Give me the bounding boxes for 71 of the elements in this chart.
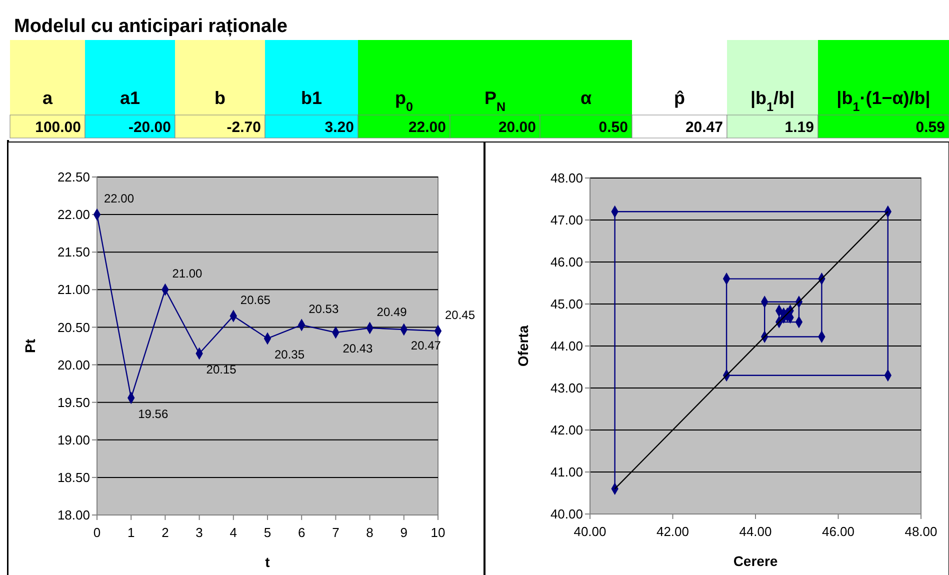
- y-tick-label: 42.00: [550, 422, 583, 438]
- category-label: a: [42, 88, 54, 108]
- y-tick-label: 20.00: [57, 357, 90, 372]
- x-tick-label: 46.00: [822, 524, 855, 539]
- category-label: p̂: [674, 88, 685, 108]
- text: 3.20: [324, 119, 354, 136]
- y-tick-label: 44.00: [550, 338, 583, 354]
- x-tick-label: 7: [332, 525, 340, 540]
- x-tick-label: 6: [298, 525, 306, 540]
- y-tick-label: 18.50: [57, 470, 90, 485]
- data-label: 20.65: [240, 292, 271, 307]
- y-tick-label: 45.00: [550, 296, 583, 312]
- text: 0.59: [916, 119, 945, 136]
- y-tick-label: 40.00: [550, 506, 583, 522]
- data-label: 20.49: [376, 304, 408, 319]
- x-tick-label: 48.00: [904, 524, 938, 539]
- text: 100.00: [35, 119, 81, 136]
- text: 20.00: [498, 119, 536, 136]
- y-tick-label: 21.50: [57, 244, 90, 260]
- y-tick-label: 41.00: [550, 464, 583, 480]
- x-tick-label: 5: [264, 525, 272, 540]
- category-label: b: [214, 88, 226, 108]
- data-label: 21.00: [172, 266, 203, 281]
- y-tick-label: 18.00: [57, 508, 90, 523]
- x-tick-label: 0: [93, 525, 101, 540]
- x-tick-label: 40.00: [574, 524, 606, 539]
- y-axis-title: Pt: [22, 338, 38, 353]
- x-tick-label: 2: [162, 525, 169, 540]
- x-tick-label: 1: [127, 525, 135, 540]
- data-label: 20.43: [342, 341, 374, 356]
- text: Modelul cu anticipari raționale: [14, 16, 288, 37]
- y-tick-label: 20.50: [57, 320, 90, 335]
- category-label: |b$_{1}$/b|: [750, 88, 795, 114]
- x-axis-title: t: [265, 554, 270, 570]
- y-tick-label: 43.00: [550, 380, 583, 396]
- x-tick-label: 4: [230, 525, 238, 540]
- y-axis-title: Oferta: [515, 325, 531, 367]
- category-label: P$_{N}$: [484, 88, 506, 114]
- x-tick-label: 42.00: [656, 524, 690, 539]
- text: 1.19: [784, 119, 814, 136]
- data-label: 20.53: [308, 302, 339, 316]
- text: -2.70: [226, 119, 261, 136]
- x-tick-label: 9: [400, 525, 408, 540]
- category-label: p$_{0}$: [394, 88, 414, 114]
- y-tick-label: 46.00: [550, 254, 583, 270]
- y-tick-label: 22.00: [57, 207, 90, 222]
- x-tick-label: 3: [196, 525, 203, 540]
- data-label: 22.00: [104, 192, 134, 206]
- x-tick-label: 10: [430, 525, 446, 540]
- y-tick-label: 19.00: [57, 432, 90, 448]
- text: 20.47: [685, 119, 723, 136]
- data-label: 20.15: [206, 362, 237, 377]
- text: 0.50: [598, 119, 628, 136]
- y-tick-label: 22.50: [57, 170, 90, 185]
- data-label: 19.56: [138, 406, 168, 421]
- y-tick-label: 21.00: [57, 282, 90, 298]
- x-axis-title: Cerere: [733, 553, 778, 569]
- y-tick-label: 47.00: [550, 212, 583, 228]
- category-label: a1: [120, 88, 140, 108]
- data-label: 20.35: [274, 347, 305, 362]
- text: -20.00: [128, 119, 171, 136]
- y-tick-label: 48.00: [550, 170, 583, 186]
- category-label: b1: [300, 88, 322, 108]
- category-label: α: [580, 88, 592, 108]
- data-label: 20.45: [445, 308, 476, 322]
- x-tick-label: 8: [366, 525, 374, 540]
- x-tick-label: 44.00: [739, 524, 772, 539]
- category-label: |b$_{1}$·(1−α)/b|: [836, 88, 930, 114]
- data-label: 20.47: [410, 338, 442, 352]
- text: 22.00: [408, 119, 446, 136]
- y-tick-label: 19.50: [57, 394, 90, 410]
